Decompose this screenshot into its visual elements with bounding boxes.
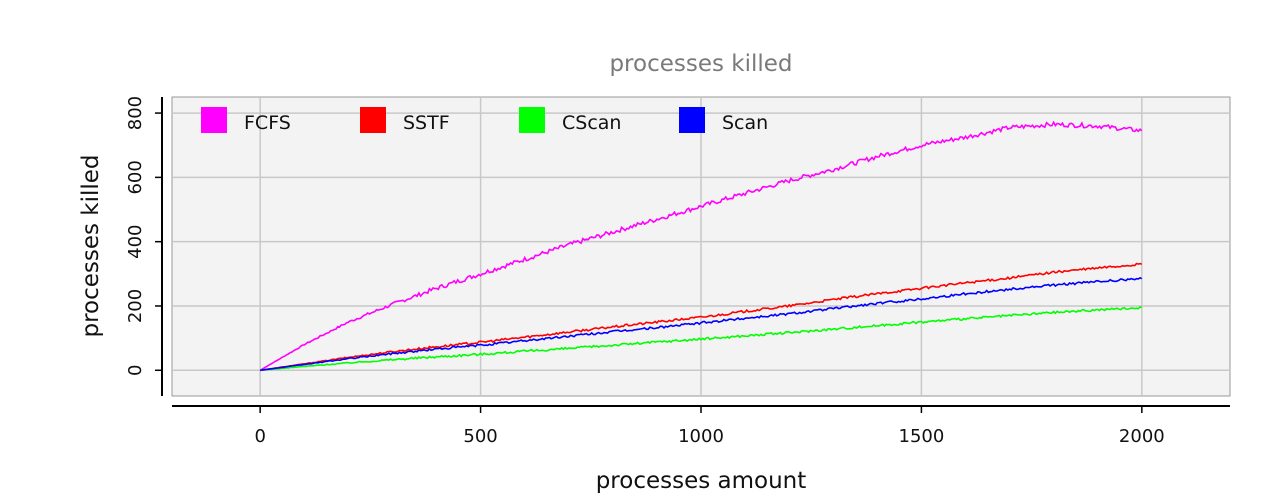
series-line-fcfs <box>259 120 1143 371</box>
legend: FCFS SSTF CScan Scan <box>201 107 768 134</box>
x-axis-label: processes amount <box>596 468 807 494</box>
y-tick-label: 600 <box>125 160 146 194</box>
legend-swatch-scan <box>679 107 705 133</box>
x-tick-label: 500 <box>463 426 497 447</box>
legend-swatch-sstf <box>360 107 386 133</box>
x-axis-ticks: 0 500 1000 1500 2000 <box>254 406 1165 447</box>
legend-label-sstf: SSTF <box>403 112 450 134</box>
y-tick-label: 800 <box>125 96 146 130</box>
y-tick-label: 200 <box>125 289 146 323</box>
y-tick-label: 0 <box>125 365 146 376</box>
legend-swatch-cscan <box>519 107 545 133</box>
series-line-cscan <box>260 305 1143 372</box>
legend-swatch-fcfs <box>201 107 227 133</box>
x-tick-label: 1500 <box>899 426 945 447</box>
x-tick-label: 2000 <box>1119 426 1165 447</box>
y-axis-label: processes killed <box>78 154 104 337</box>
series-line-sstf <box>260 262 1143 372</box>
y-tick-label: 400 <box>125 224 146 258</box>
series-line-scan <box>260 276 1143 372</box>
chart-title: processes killed <box>609 51 792 77</box>
legend-label-cscan: CScan <box>562 112 621 134</box>
x-tick-label: 1000 <box>678 426 724 447</box>
x-tick-label: 0 <box>254 426 265 447</box>
legend-label-fcfs: FCFS <box>244 112 291 134</box>
y-axis-ticks: 0 200 400 600 800 <box>125 96 162 376</box>
legend-label-scan: Scan <box>722 112 768 134</box>
series-lines <box>259 120 1143 372</box>
